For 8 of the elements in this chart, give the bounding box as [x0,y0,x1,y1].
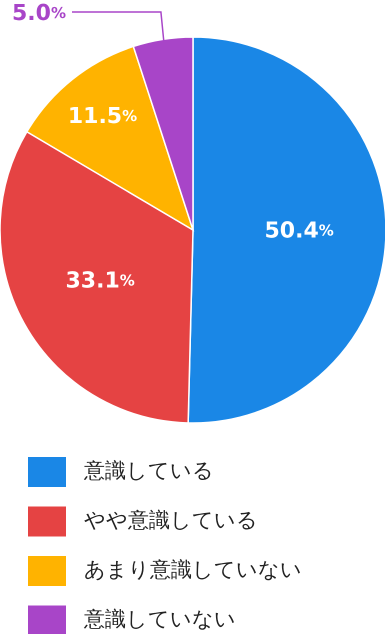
legend-label: あまり意識していない [84,558,302,582]
data-label: 11.5% [68,104,138,130]
legend-label: やや意識している [84,508,258,532]
data-label: 50.4% [264,218,334,244]
legend-label: 意識している [83,458,214,483]
data-label: 5.0% [12,1,66,26]
legend-label: 意識していない [83,607,236,632]
data-label: 33.1% [65,268,135,294]
